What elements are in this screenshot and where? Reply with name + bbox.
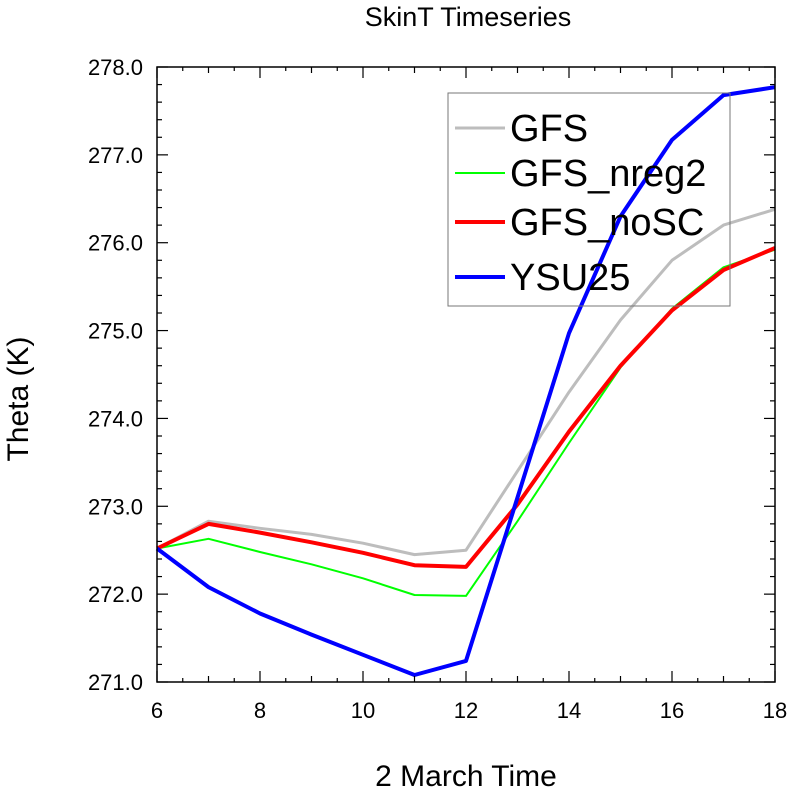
series-line-GFS_noSC [156, 246, 776, 569]
x-axis-label: 2 March Time [375, 760, 557, 791]
y-tick-label: 272.0 [88, 582, 143, 607]
y-tick-label: 277.0 [88, 143, 143, 168]
y-axis-label: Theta (K) [2, 336, 35, 461]
legend-label: YSU25 [510, 257, 630, 299]
x-tick-label: 8 [254, 698, 266, 723]
y-tick-label: 278.0 [88, 55, 143, 80]
series-line-GFS [156, 207, 776, 557]
legend-label: GFS [510, 108, 588, 150]
series-line-YSU25 [155, 85, 776, 677]
chart-title: SkinT Timeseries [365, 2, 572, 32]
plot-area: 6 8 10 12 14 16 18 271.0 272.0 273.0 274.0 275.0 276… [88, 55, 787, 723]
x-tick-label: 18 [763, 698, 787, 723]
x-tick-label: 12 [454, 698, 478, 723]
series-lines [155, 85, 776, 677]
x-tick-label: 14 [557, 698, 581, 723]
y-tick-label: 271.0 [88, 670, 143, 695]
y-tick-label: 276.0 [88, 231, 143, 256]
x-tick-label: 6 [151, 698, 163, 723]
legend-label: GFS_nreg2 [510, 153, 706, 195]
y-tick-label: 274.0 [88, 406, 143, 431]
legend-label: GFS_noSC [510, 202, 704, 244]
y-tick-label: 273.0 [88, 494, 143, 519]
legend-box [447, 92, 731, 307]
y-tick-label: 275.0 [88, 319, 143, 344]
x-tick-label: 10 [351, 698, 375, 723]
x-tick-label: 16 [660, 698, 684, 723]
